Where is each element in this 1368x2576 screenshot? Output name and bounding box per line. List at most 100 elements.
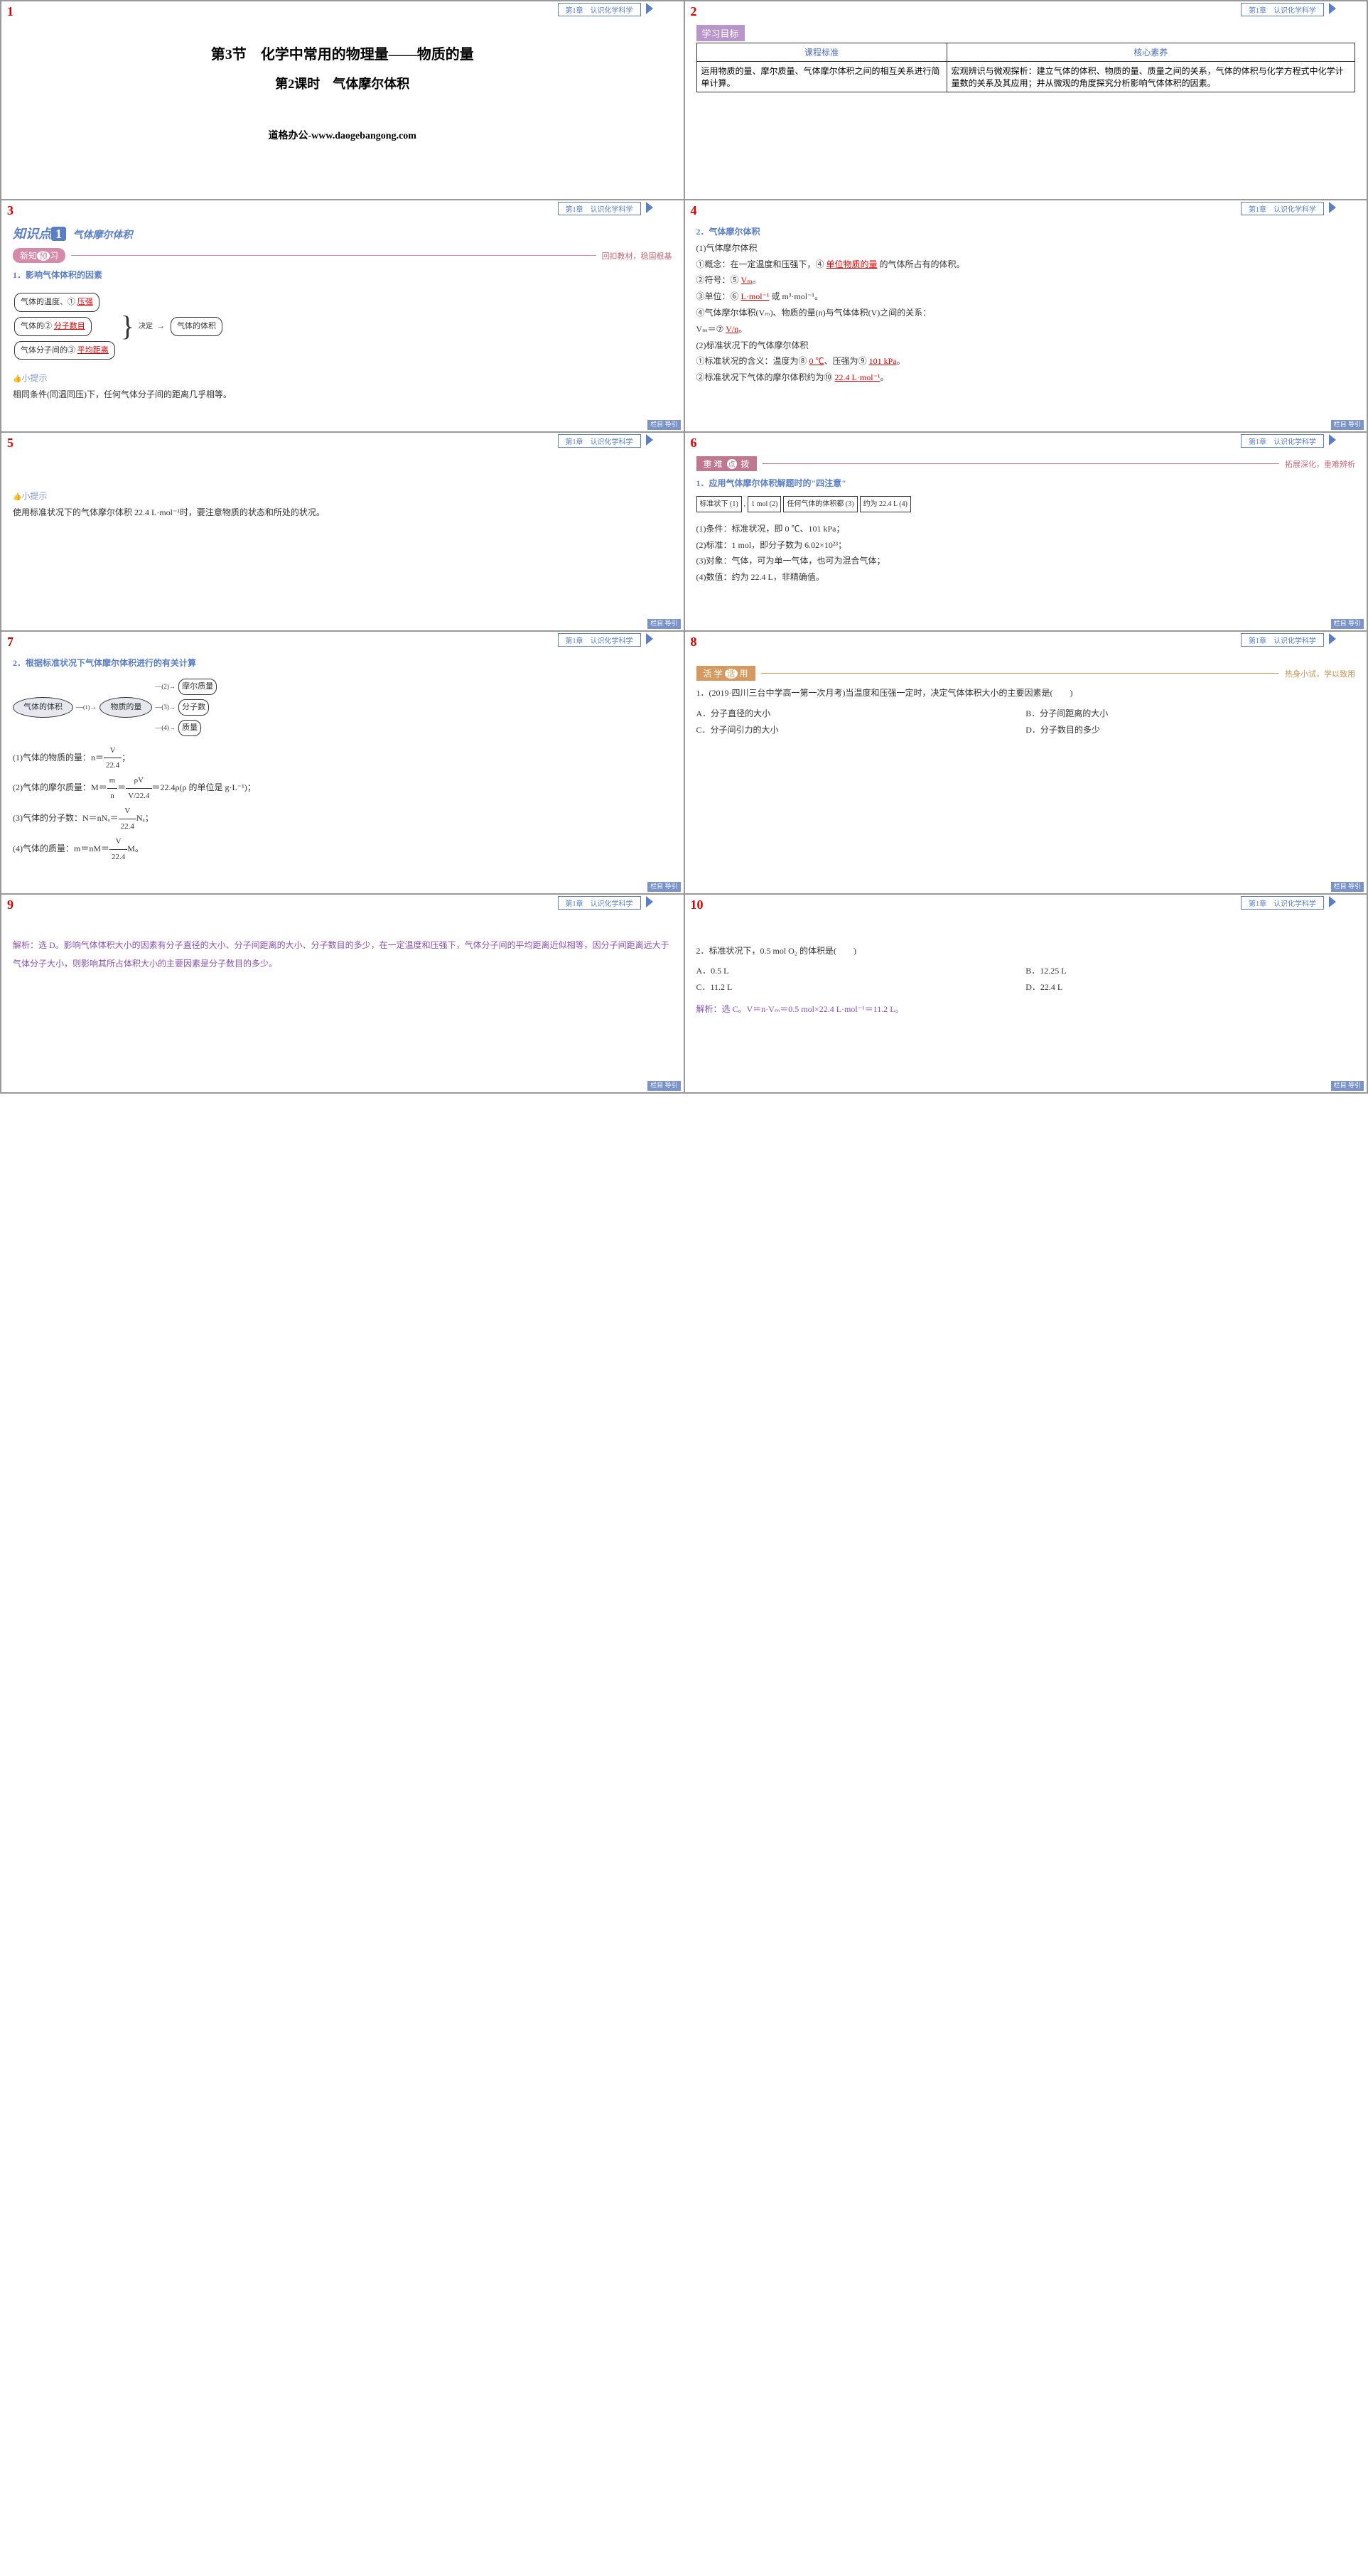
- corner-nav[interactable]: 栏目 导引: [1331, 619, 1364, 629]
- chain-4: 约为 22.4 L (4): [860, 496, 911, 512]
- option-c: C．分子间引力的大小: [696, 722, 1026, 738]
- option-b: B．12.25 L: [1025, 963, 1355, 979]
- corner-nav[interactable]: 栏目 导引: [647, 420, 680, 430]
- td-literacy: 宏观辨识与微观探析：建立气体的体积、物质的量、质量之间的关系，气体的体积与化学方…: [947, 62, 1354, 92]
- option-d: D．22.4 L: [1025, 979, 1355, 996]
- corner-nav[interactable]: 栏目 导引: [647, 882, 680, 892]
- corner-nav[interactable]: 栏目 导引: [1331, 882, 1364, 892]
- th-standard: 课程标准: [696, 43, 947, 62]
- chapter-tab: 第1章 认识化学科学: [558, 633, 641, 647]
- deco-line: [763, 463, 1279, 464]
- corner-nav[interactable]: 栏目 导引: [647, 1081, 680, 1091]
- preview-bar: 新知预习 回扣教材，稳固根基: [13, 248, 672, 263]
- formula-3: (3)气体的分子数：N＝nNₐ＝V22.4Nₐ；: [13, 804, 672, 834]
- option-c: C．11.2 L: [696, 979, 1026, 996]
- line: (1)条件：标准状况，即 0 ℃、101 kPa；: [696, 521, 1356, 537]
- chain-2: 1 mol (2): [748, 496, 781, 512]
- box-temp: 气体的温度、① 压强: [14, 293, 99, 312]
- line: ②标准状况下气体的摩尔体积约为⑩ 22.4 L·mol⁻¹。: [696, 370, 1356, 386]
- line: (1)气体摩尔体积: [696, 240, 1356, 257]
- line: ③单位：⑥ L·mol⁻¹ 或 m³·mol⁻¹。: [696, 289, 1356, 305]
- heading-2: 2．气体摩尔体积: [696, 224, 1356, 240]
- slide-number: 10: [691, 898, 704, 912]
- chapter-tab: 第1章 认识化学科学: [1241, 3, 1324, 16]
- th-literacy: 核心素养: [947, 43, 1354, 62]
- slide-number: 1: [7, 4, 14, 19]
- chain-1: 标准状下 (1): [696, 496, 742, 512]
- slide-2: 2 第1章 认识化学科学 学习目标 课程标准 核心素养 运用物质的量、摩尔质量、…: [684, 1, 1368, 200]
- slide-number: 3: [7, 203, 14, 218]
- slide-number: 4: [691, 203, 697, 218]
- line: Vₘ＝⑦ V/n。: [696, 321, 1356, 338]
- option-b: B．分子间距离的大小: [1025, 706, 1355, 722]
- slide-number: 9: [7, 898, 14, 912]
- td-standard: 运用物质的量、摩尔质量、气体摩尔体积之间的相互关系进行简单计算。: [696, 62, 947, 92]
- option-a: A．分子直径的大小: [696, 706, 1026, 722]
- slide-6: 6 第1章 认识化学科学 重 难 点 拨 拓展深化，重难辨析 1．应用气体摩尔体…: [684, 432, 1368, 631]
- slide-number: 2: [691, 4, 697, 19]
- corner-nav[interactable]: 栏目 导引: [1331, 420, 1364, 430]
- slide-5: 5 第1章 认识化学科学 小提示 使用标准状况下的气体摩尔体积 22.4 L·m…: [1, 432, 684, 631]
- knowledge-point-header: 知识点1 气体摩尔体积: [13, 224, 672, 242]
- factor-diagram: 气体的温度、① 压强 气体的② 分子数目 气体分子间的③ 平均距离 } 决定 →…: [13, 289, 672, 364]
- option-d: D．分子数目的多少: [1025, 722, 1355, 738]
- step-chain: 标准状下 (1), 1 mol (2) 任何气体的体积都 (3) 约为 22.4…: [696, 496, 1356, 512]
- box-volume: 气体的体积: [171, 317, 222, 336]
- apply-pill: 活 学 活 用: [696, 666, 755, 681]
- formula-2: (2)气体的摩尔质量：M＝mn＝ρVV/22.4＝22.4ρ(ρ 的单位是 g·…: [13, 773, 672, 804]
- chapter-tab: 第1章 认识化学科学: [1241, 633, 1324, 647]
- chapter-tab: 第1章 认识化学科学: [558, 896, 641, 910]
- kp-label: 知识点: [13, 227, 51, 241]
- slide-number: 6: [691, 436, 697, 451]
- slide-number: 8: [691, 635, 697, 650]
- bracket-icon: }: [121, 319, 134, 333]
- slide-1: 1 第1章 认识化学科学 第3节 化学中常用的物理量——物质的量 第2课时 气体…: [1, 1, 684, 200]
- oval-amount: 物质的量: [99, 697, 152, 718]
- apply-note: 热身小试，学以致用: [1285, 668, 1355, 679]
- difficulty-bar: 重 难 点 拨 拓展深化，重难辨析: [696, 456, 1356, 471]
- chapter-tab: 第1章 认识化学科学: [558, 434, 641, 448]
- formula-1: (1)气体的物质的量：n＝V22.4；: [13, 743, 672, 774]
- heading-1: 1．应用气体摩尔体积解题时的"四注意": [696, 475, 1356, 492]
- tip-label: 小提示: [13, 370, 672, 387]
- box-count: 气体的② 分子数目: [14, 317, 92, 336]
- kp-title: 气体摩尔体积: [73, 230, 133, 241]
- objectives-header: 学习目标: [696, 25, 745, 41]
- slide-number: 5: [7, 436, 14, 451]
- slide-10: 10 第1章 认识化学科学 2．标准状况下，0.5 mol O₂ 的体积是( )…: [684, 894, 1368, 1093]
- question-2: 2．标准状况下，0.5 mol O₂ 的体积是( ): [696, 943, 1356, 959]
- line: (3)对象：气体，可为单一气体，也可为混合气体；: [696, 553, 1356, 569]
- branch-group: —(2)→ 摩尔质量 —(3)→ 分子数 —(4)→ 质量: [155, 677, 218, 738]
- difficulty-note: 拓展深化，重难辨析: [1285, 458, 1355, 470]
- line: (2)标准：1 mol，即分子数为 6.02×10²³；: [696, 537, 1356, 554]
- corner-nav[interactable]: 栏目 导引: [647, 619, 680, 629]
- deco-line: [761, 673, 1279, 674]
- line: ②符号：⑤ Vₘ。: [696, 272, 1356, 289]
- lesson-title: 第2课时 气体摩尔体积: [13, 74, 672, 92]
- chapter-tab: 第1章 认识化学科学: [1241, 434, 1324, 448]
- option-a: A．0.5 L: [696, 963, 1026, 979]
- box-distance: 气体分子间的③ 平均距离: [14, 341, 115, 360]
- apply-bar: 活 学 活 用 热身小试，学以致用: [696, 666, 1356, 681]
- options-grid: A．分子直径的大小 B．分子间距离的大小 C．分子间引力的大小 D．分子数目的多…: [696, 706, 1356, 738]
- tip-text: 相同条件(同温同压)下，任何气体分子间的距离几乎相等。: [13, 387, 672, 403]
- calc-diagram: 气体的体积 —(1)→ 物质的量 —(2)→ 摩尔质量 —(3)→ 分子数 —(…: [13, 677, 672, 738]
- arrow-1: —(1)→: [76, 701, 97, 714]
- preview-note: 回扣教材，稳固根基: [602, 250, 672, 262]
- slide-grid: 1 第1章 认识化学科学 第3节 化学中常用的物理量——物质的量 第2课时 气体…: [0, 0, 1368, 1094]
- content-body: 1．(2019·四川三台中学高一第一次月考)当温度和压强一定时，决定气体体积大小…: [696, 685, 1356, 738]
- options-grid: A．0.5 L B．12.25 L C．11.2 L D．22.4 L: [696, 963, 1356, 996]
- tip-text: 使用标准状况下的气体摩尔体积 22.4 L·mol⁻¹时，要注意物质的状态和所处…: [13, 505, 672, 521]
- slide-number: 7: [7, 635, 14, 650]
- heading-2: 2．根据标准状况下气体摩尔体积进行的有关计算: [13, 655, 672, 672]
- chapter-tab: 第1章 认识化学科学: [558, 3, 641, 16]
- heading-1: 1．影响气体体积的因素: [13, 267, 672, 284]
- kp-number: 1: [51, 227, 66, 241]
- slide-3: 3 第1章 认识化学科学 知识点1 气体摩尔体积 新知预习 回扣教材，稳固根基 …: [1, 200, 684, 432]
- chapter-tab: 第1章 认识化学科学: [1241, 896, 1324, 910]
- corner-nav[interactable]: 栏目 导引: [1331, 1081, 1364, 1091]
- content-body: 1．影响气体体积的因素 气体的温度、① 压强 气体的② 分子数目 气体分子间的③…: [13, 267, 672, 403]
- oval-volume: 气体的体积: [13, 697, 73, 718]
- answer-text: 解析：选 D。影响气体体积大小的因素有分子直径的大小、分子间距离的大小、分子数目…: [13, 936, 672, 974]
- question-1: 1．(2019·四川三台中学高一第一次月考)当温度和压强一定时，决定气体体积大小…: [696, 685, 1356, 701]
